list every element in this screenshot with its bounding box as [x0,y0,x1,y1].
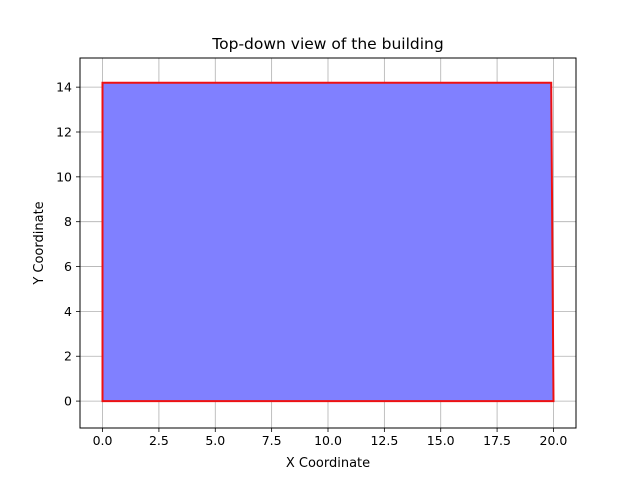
x-tick-label: 7.5 [262,433,282,448]
x-tick-label: 15.0 [427,433,455,448]
y-tick-label: 14 [56,80,72,95]
y-tick-label: 12 [56,125,72,140]
y-tick-label: 2 [64,349,72,364]
x-tick-label: 17.5 [483,433,511,448]
x-tick-label: 10.0 [314,433,342,448]
x-tick-label: 20.0 [540,433,568,448]
y-tick-label: 8 [64,214,72,229]
y-tick-label: 0 [64,394,72,409]
building-footprint-fill [102,82,554,402]
y-tick-label: 10 [56,169,72,184]
data-layer [101,81,555,403]
x-tick-label: 0.0 [93,433,113,448]
x-tick-label: 12.5 [370,433,398,448]
y-tick-label: 4 [64,304,72,319]
y-tick-label: 6 [64,259,72,274]
building-footprint-outline [101,81,555,403]
chart-title: Top-down view of the building [211,35,443,53]
y-axis-label: Y Coordinate [32,201,47,285]
ticks-layer: 0.0 2.5 5.0 7.5 10.0 12.5 15.0 17.5 20.0 0 2 4 6 8 10 1… [56,80,567,448]
x-axis-label: X Coordinate [286,456,370,471]
x-tick-label: 2.5 [149,433,169,448]
x-tick-label: 5.0 [205,433,225,448]
